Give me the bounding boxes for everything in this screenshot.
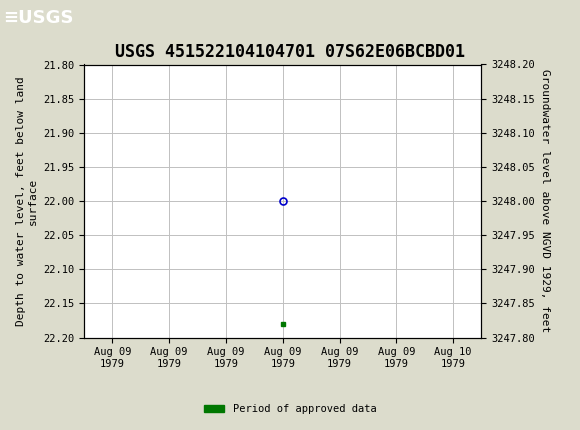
Legend: Period of approved data: Period of approved data [200,400,380,418]
Y-axis label: Groundwater level above NGVD 1929, feet: Groundwater level above NGVD 1929, feet [541,69,550,333]
Text: ≡USGS: ≡USGS [3,9,74,27]
Y-axis label: Depth to water level, feet below land
surface: Depth to water level, feet below land su… [16,76,38,326]
Text: USGS 451522104104701 07S62E06BCBD01: USGS 451522104104701 07S62E06BCBD01 [115,43,465,61]
